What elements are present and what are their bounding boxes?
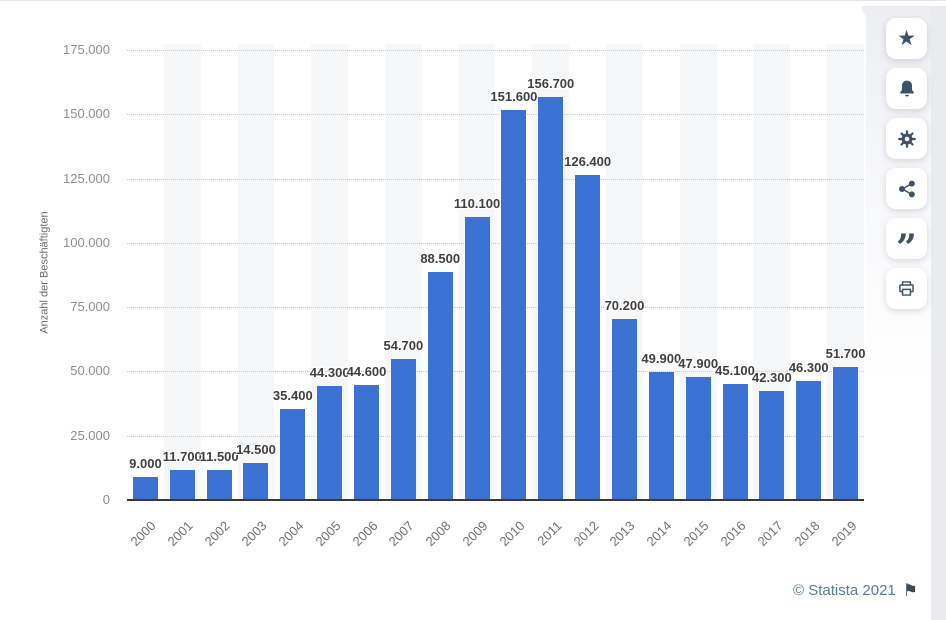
x-tick-label-2018: 2018	[791, 518, 823, 550]
bar-2010[interactable]	[501, 110, 527, 500]
bar-2019[interactable]	[833, 367, 859, 500]
value-label-2005: 44.300	[309, 365, 350, 380]
favorite-button[interactable]: ★	[886, 18, 927, 59]
quote-icon: ”	[896, 226, 917, 269]
footer: © Statista 2021 ⚑	[793, 582, 918, 599]
value-label-2010: 151.600	[490, 89, 538, 104]
bar-2012[interactable]	[575, 175, 601, 500]
flag-icon[interactable]: ⚑	[902, 581, 918, 600]
bar-2015[interactable]	[685, 377, 711, 500]
value-label-2016: 45.100	[715, 363, 755, 378]
bar-2005[interactable]	[317, 386, 343, 500]
bar-2017[interactable]	[759, 391, 785, 500]
gridline-100.000	[127, 242, 864, 244]
x-tick-label-2002: 2002	[201, 518, 233, 550]
value-label-2012: 126.400	[564, 154, 612, 169]
bell-icon	[899, 80, 914, 96]
print-icon	[899, 281, 914, 296]
bar-2002[interactable]	[206, 470, 232, 500]
x-tick-label-2004: 2004	[275, 518, 307, 550]
value-label-2008: 88.500	[420, 251, 461, 266]
value-label-2015: 47.900	[678, 356, 719, 371]
settings-button[interactable]	[886, 118, 927, 159]
value-label-2018: 46.300	[788, 360, 829, 375]
value-label-2017: 42.300	[751, 370, 792, 385]
value-label-2004: 35.400	[272, 388, 313, 403]
y-tick-label: 0	[102, 492, 110, 507]
y-tick-label: 75.000	[70, 299, 110, 315]
y-tick-label: 25.000	[70, 427, 110, 443]
x-tick-label-2015: 2015	[680, 518, 712, 550]
share-icon	[898, 180, 915, 197]
y-tick-label: 50.000	[70, 363, 110, 379]
x-tick-label-2007: 2007	[385, 518, 417, 550]
bar-2018[interactable]	[796, 381, 822, 500]
x-tick-label-2016: 2016	[717, 518, 749, 550]
gridline-75.000	[127, 307, 864, 309]
top-border	[0, 0, 946, 1]
bar-2006[interactable]	[354, 385, 380, 500]
x-tick-label-2003: 2003	[238, 518, 270, 550]
bar-2004[interactable]	[280, 409, 306, 500]
bar-2009[interactable]	[464, 217, 490, 500]
x-axis-line	[127, 499, 864, 501]
value-label-2009: 110.100	[453, 196, 501, 211]
x-tick-label-2008: 2008	[422, 518, 454, 550]
bar-2008[interactable]	[427, 272, 453, 500]
value-label-2006: 44.600	[346, 364, 387, 379]
star-icon: ★	[897, 27, 916, 50]
plot-band-2001	[163, 44, 201, 500]
value-label-2001: 11.700	[162, 449, 202, 464]
bar-2014[interactable]	[648, 372, 674, 500]
value-label-2003: 14.500	[236, 442, 276, 457]
cite-button[interactable]: ”	[886, 218, 927, 266]
print-button[interactable]	[886, 268, 927, 309]
x-tick-label-2005: 2005	[312, 518, 344, 550]
x-tick-label-2014: 2014	[643, 518, 675, 550]
gridline-25.000	[127, 435, 864, 437]
value-label-2007: 54.700	[383, 338, 424, 353]
gear-icon	[897, 129, 916, 148]
x-tick-label-2006: 2006	[349, 518, 381, 550]
bar-2001[interactable]	[169, 470, 195, 500]
value-label-2014: 49.900	[641, 351, 682, 366]
x-tick-label-2019: 2019	[828, 518, 860, 550]
x-tick-label-2000: 2000	[127, 518, 160, 550]
x-tick-label-2012: 2012	[570, 518, 602, 550]
value-label-2002: 11.500	[199, 449, 239, 464]
y-tick-label: 150.000	[63, 106, 110, 122]
notifications-button[interactable]	[886, 68, 927, 109]
value-label-2000: 9.000	[129, 456, 162, 471]
x-tick-label-2001: 2001	[164, 518, 196, 550]
value-label-2019: 51.700	[825, 346, 866, 361]
x-tick-label-2011: 2011	[533, 518, 565, 549]
gridline-125.000	[127, 178, 864, 180]
value-label-2013: 70.200	[604, 298, 645, 313]
bar-2016[interactable]	[722, 384, 748, 500]
y-tick-label: 100.000	[63, 234, 110, 250]
value-label-2011: 156.700	[527, 76, 575, 91]
gridline-175.000	[127, 50, 864, 51]
gridline-50.000	[127, 371, 864, 373]
gridline-150.000	[127, 114, 864, 116]
x-tick-label-2017: 2017	[754, 518, 786, 550]
plot-band-2003	[237, 44, 275, 500]
copyright-text: © Statista 2021	[792, 582, 896, 599]
x-tick-label-2009: 2009	[459, 518, 491, 550]
page-background-strip	[931, 6, 946, 620]
bar-2000[interactable]	[132, 477, 158, 500]
y-tick-label: 125.000	[63, 170, 110, 186]
y-tick-label: 175.000	[63, 42, 110, 57]
share-button[interactable]	[886, 168, 927, 209]
action-toolbar: ★	[886, 18, 927, 309]
bar-2013[interactable]	[611, 319, 637, 500]
x-tick-label-2010: 2010	[496, 518, 528, 550]
bar-2003[interactable]	[243, 463, 269, 500]
bar-2011[interactable]	[538, 97, 564, 500]
bar-2007[interactable]	[390, 359, 416, 500]
x-tick-label-2013: 2013	[607, 518, 639, 550]
